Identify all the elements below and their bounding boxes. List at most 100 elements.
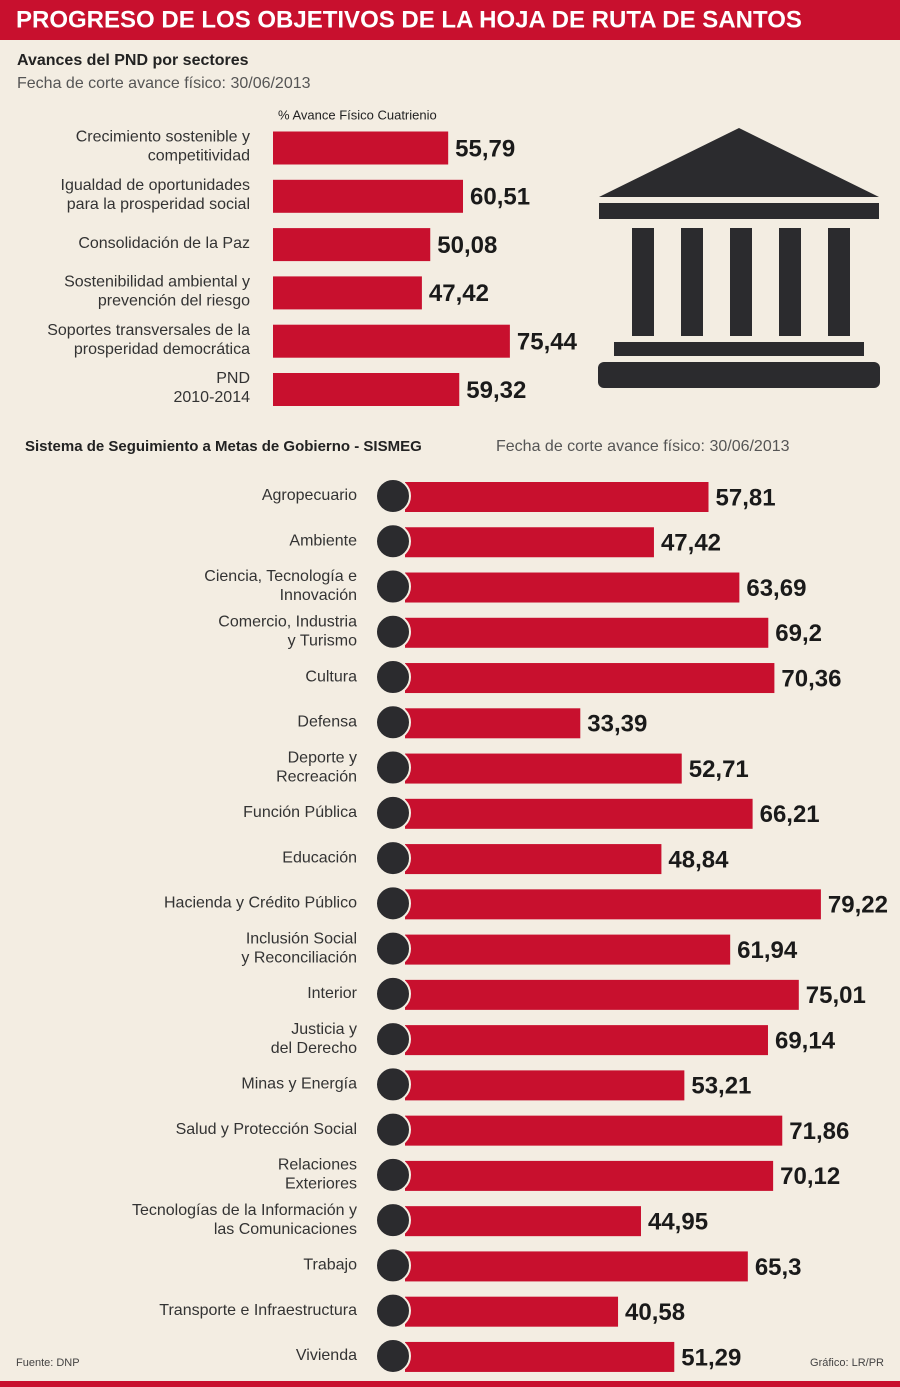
bar	[405, 1341, 675, 1372]
category-label: Educación	[282, 849, 357, 866]
value-label: 51,29	[681, 1344, 741, 1371]
bar	[405, 753, 682, 784]
category-label: Interior	[307, 985, 357, 1002]
sector-icon	[375, 704, 411, 741]
category-label: Trabajo	[303, 1257, 357, 1274]
sector-icon	[375, 568, 411, 605]
category-label: Deporte y	[288, 749, 357, 766]
value-label: 47,42	[661, 530, 721, 557]
category-label: Recreación	[276, 768, 357, 785]
value-label: 79,22	[828, 892, 888, 919]
category-label: Minas y Energía	[241, 1076, 357, 1093]
bar	[405, 844, 662, 875]
value-label: 69,2	[775, 620, 822, 647]
category-label: y Reconciliación	[241, 949, 357, 966]
category-label: Innovación	[280, 587, 357, 604]
sector-icon	[375, 1247, 411, 1284]
title-bar	[0, 0, 900, 40]
value-label: 57,81	[716, 484, 776, 511]
sector-icon	[375, 840, 411, 877]
bar	[405, 1160, 774, 1191]
category-label: Hacienda y Crédito Público	[164, 895, 357, 912]
bar	[405, 708, 581, 739]
value-label: 63,69	[746, 575, 806, 602]
category-label: Salud y Protección Social	[176, 1121, 357, 1138]
sector-icon	[375, 1021, 411, 1058]
sector-icon	[375, 1202, 411, 1239]
bar	[405, 889, 821, 920]
category-label: y Turismo	[288, 632, 357, 649]
category-label: Cultura	[305, 668, 357, 685]
value-label: 71,86	[789, 1118, 849, 1145]
source: Fuente: DNP	[16, 1357, 80, 1369]
category-label: Consolidación de la Paz	[78, 235, 250, 252]
value-label: 40,58	[625, 1299, 685, 1326]
bar	[405, 979, 799, 1010]
value-label: 50,08	[437, 232, 497, 259]
chart-subtitle: Fecha de corte avance físico: 30/06/2013	[496, 438, 790, 455]
value-label: 33,39	[587, 711, 647, 738]
sector-icon	[375, 749, 411, 786]
bar	[273, 131, 449, 165]
bar	[405, 1251, 748, 1282]
sector-icon	[375, 1156, 411, 1193]
value-label: 52,71	[689, 756, 749, 783]
bar	[273, 228, 431, 262]
sector-icon	[375, 794, 411, 831]
value-label: 53,21	[691, 1073, 751, 1100]
sector-icon	[375, 659, 411, 696]
bar	[405, 934, 731, 965]
bar	[405, 1070, 685, 1101]
value-label: 59,32	[466, 377, 526, 404]
sector-icon	[375, 478, 411, 514]
category-label: Función Pública	[243, 804, 357, 821]
sector-icon	[375, 1111, 411, 1148]
sector-icon	[375, 1292, 411, 1329]
bottom-bar	[0, 1381, 900, 1387]
category-label: Soportes transversales de la	[47, 322, 250, 339]
sector-icon	[375, 975, 411, 1012]
chart-title: Sistema de Seguimiento a Metas de Gobier…	[25, 438, 422, 455]
category-label: Sostenibilidad ambiental y	[64, 274, 250, 291]
value-label: 61,94	[737, 937, 798, 964]
bar	[405, 1025, 768, 1056]
category-label: para la prosperidad social	[67, 196, 250, 213]
value-label: 48,84	[668, 846, 729, 873]
category-label: Inclusión Social	[246, 930, 357, 947]
bar	[405, 1206, 641, 1237]
bar	[273, 276, 422, 310]
axis-label: % Avance Físico Cuatrienio	[278, 107, 437, 122]
value-label: 66,21	[760, 801, 820, 828]
value-label: 60,51	[470, 184, 530, 211]
category-label: PND	[216, 370, 250, 387]
chart-title: Avances del PND por sectores	[17, 52, 249, 69]
category-label: Justicia y	[291, 1021, 357, 1038]
bar	[405, 1115, 783, 1146]
value-label: 75,44	[517, 329, 578, 356]
category-label: Comercio, Industria	[218, 613, 357, 630]
sector-icon	[375, 613, 411, 650]
category-label: prosperidad democrática	[74, 341, 250, 358]
category-label: las Comunicaciones	[214, 1221, 357, 1238]
category-label: del Derecho	[271, 1040, 357, 1057]
category-label: Crecimiento sostenible y	[76, 129, 250, 146]
bar	[405, 572, 740, 603]
bar	[405, 617, 769, 648]
bar	[405, 482, 709, 512]
category-label: prevención del riesgo	[98, 293, 250, 310]
chart-subtitle: Fecha de corte avance físico: 30/06/2013	[17, 75, 311, 92]
category-label: Agropecuario	[262, 487, 357, 504]
bar	[273, 324, 510, 358]
value-label: 70,36	[781, 665, 841, 692]
category-label: 2010-2014	[173, 389, 250, 406]
bank-icon	[598, 128, 880, 388]
bar	[405, 1296, 619, 1327]
sector-icon	[375, 1337, 411, 1374]
value-label: 65,3	[755, 1254, 802, 1281]
sector-icon	[375, 885, 411, 922]
sector-icon	[375, 930, 411, 967]
category-label: Vivienda	[296, 1347, 357, 1364]
sector-icon	[375, 1066, 411, 1103]
category-label: Exteriores	[285, 1176, 357, 1193]
